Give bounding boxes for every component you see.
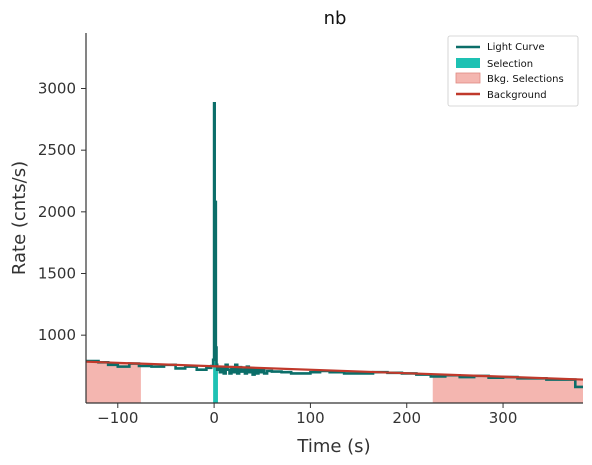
legend-swatch-selection: [456, 58, 480, 68]
x-axis-ticks: −100 0 100 200 300: [97, 403, 517, 427]
chart-title: nb: [324, 8, 347, 29]
bkg-selections-layer: [86, 361, 583, 403]
light-curve-line: [86, 102, 583, 389]
legend-label-selection: Selection: [487, 59, 533, 70]
legend-label-bkg-selections: Bkg. Selections: [487, 74, 564, 85]
bkg-selection-region: [432, 374, 583, 403]
background-fit-line: [85, 360, 584, 381]
plot-area: [85, 102, 584, 404]
y-tick-label: 3000: [38, 80, 76, 98]
x-tick-label: −100: [97, 409, 138, 427]
legend: Light Curve Selection Bkg. Selections Ba…: [447, 35, 579, 107]
y-tick-label: 2500: [38, 141, 76, 159]
legend-swatch-bkg-selections: [455, 72, 481, 84]
y-axis-label: Rate (cnts/s): [9, 161, 30, 275]
y-tick-label: 2000: [38, 203, 76, 221]
legend-frame: [447, 35, 579, 107]
x-tick-label: 100: [296, 409, 325, 427]
x-tick-label: 300: [489, 409, 518, 427]
legend-label-light-curve: Light Curve: [487, 42, 545, 53]
bkg-selection-region: [86, 361, 141, 403]
y-axis-ticks: 1000 1500 2000 2500 3000: [38, 80, 86, 344]
y-tick-label: 1000: [38, 326, 76, 344]
y-tick-label: 1500: [38, 265, 76, 283]
x-tick-label: 200: [392, 409, 421, 427]
x-tick-label: 0: [209, 409, 219, 427]
x-axis-label: Time (s): [296, 436, 370, 457]
legend-label-background: Background: [487, 90, 547, 101]
